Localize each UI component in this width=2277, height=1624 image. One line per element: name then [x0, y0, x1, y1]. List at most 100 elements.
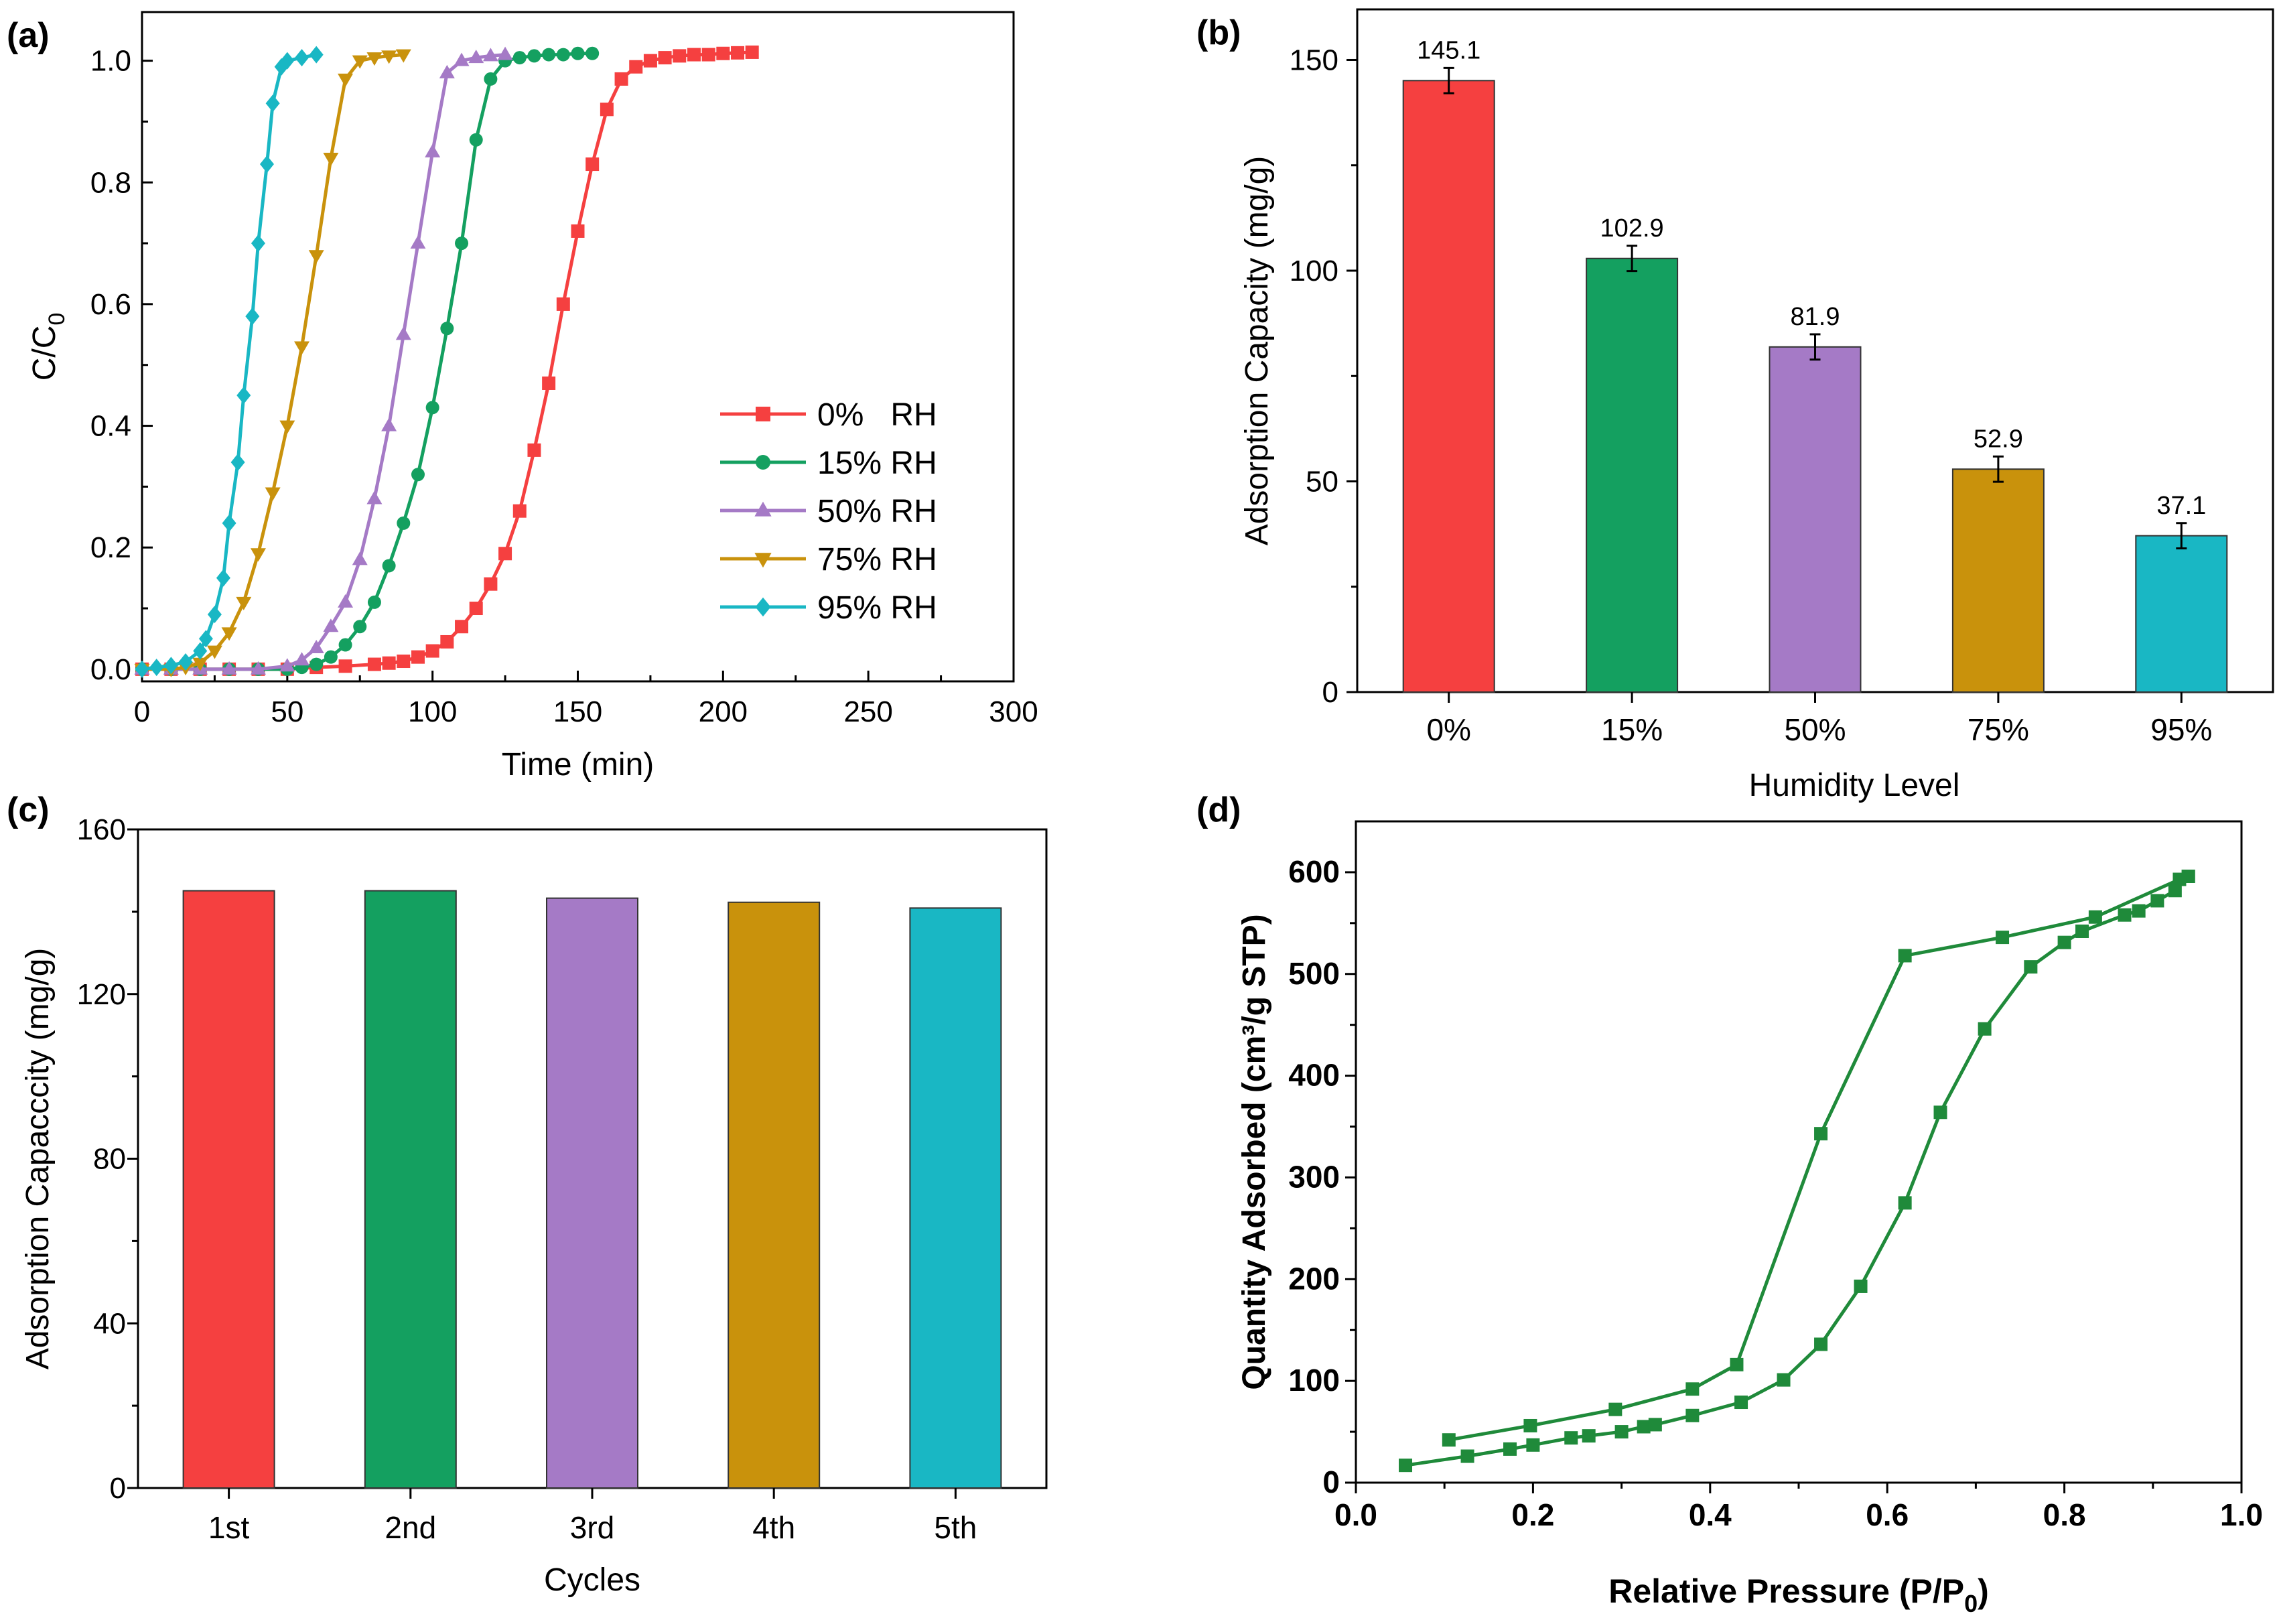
data-point [193, 642, 208, 660]
data-point [294, 341, 310, 355]
bar [1402, 80, 1495, 693]
panel-label: (a) [7, 16, 50, 55]
y-tick-label: 0.8 [90, 166, 131, 199]
data-point [440, 634, 454, 649]
y-tick-label: 0 [1322, 676, 1338, 709]
series-4 [135, 46, 324, 678]
data-point [469, 133, 483, 147]
data-label: 145.1 [1417, 36, 1480, 64]
y-tick-label: 0 [1322, 1465, 1340, 1499]
y-tick-label: 0 [110, 1472, 126, 1505]
series-0 [135, 45, 759, 676]
y-axis-label: Adsorption Capacity (mg/g) [1239, 156, 1275, 546]
data-point [542, 376, 556, 390]
y-tick-label: 200 [1288, 1261, 1340, 1296]
data-point [207, 606, 222, 624]
data-point [1996, 931, 2010, 945]
data-point [397, 655, 411, 669]
y-tick-label: 300 [1288, 1159, 1340, 1194]
data-point [259, 155, 274, 174]
series-line [142, 52, 593, 671]
data-point [571, 46, 585, 60]
y-tick-label: 600 [1288, 854, 1340, 889]
panel-b: (b) 0 50 100 150 145.1 0% 102.9 15% 81.9 50% 52.9 75… [1196, 8, 2274, 803]
legend-label: 0% RH [817, 397, 937, 433]
data-point [2088, 910, 2102, 924]
data-point [236, 387, 251, 405]
data-point [527, 443, 541, 457]
data-point [367, 595, 381, 609]
data-point [366, 490, 383, 504]
data-point [469, 602, 483, 616]
data-point [367, 657, 381, 671]
y-tick-label: 80 [93, 1143, 126, 1176]
data-point [484, 577, 498, 591]
x-axis-label-subscript: 0 [1964, 1590, 1978, 1617]
data-point [410, 235, 426, 249]
data-point [381, 50, 397, 64]
data-point [250, 548, 266, 562]
x-tick-label: 0.4 [1689, 1497, 1732, 1532]
data-point [585, 157, 600, 172]
data-point [484, 72, 498, 86]
series-line [142, 53, 404, 671]
data-point [1637, 1420, 1651, 1434]
data-point [673, 49, 687, 63]
x-axis-label: Cycles [544, 1562, 640, 1598]
x-tick-label: 300 [989, 695, 1038, 728]
data-point [309, 657, 324, 671]
data-point [395, 49, 411, 63]
data-point [149, 659, 164, 677]
series-1 [1442, 869, 2195, 1447]
bar [1586, 257, 1679, 693]
x-axis-label: Relative Pressure (P/P0) [1608, 1572, 1989, 1617]
x-tick-label: 0 [134, 695, 150, 728]
x-tick-label: 100 [408, 695, 457, 728]
data-point [2057, 935, 2071, 949]
series-0 [1399, 869, 2195, 1473]
data-point [1734, 1396, 1748, 1410]
data-point [198, 630, 213, 648]
data-point [294, 652, 310, 666]
x-tick-label: 2nd [385, 1510, 436, 1545]
data-point [687, 48, 701, 62]
data-point [2024, 960, 2038, 974]
data-point [455, 236, 469, 251]
x-tick-label: 200 [699, 695, 748, 728]
x-tick-label: 1st [208, 1510, 250, 1545]
y-tick-label: 160 [77, 813, 126, 846]
panel-c: (c) 0 40 80 120 160 1st 2nd 3rd 4th 5th Cycles Adsor… [7, 791, 1048, 1598]
data-point [192, 657, 208, 671]
legend-marker [756, 455, 770, 470]
bar [182, 890, 275, 1489]
x-tick-label: 1.0 [2220, 1497, 2263, 1532]
x-tick-label: 95% [2150, 712, 2212, 747]
data-point [1898, 949, 1912, 963]
x-tick-label: 5th [934, 1510, 977, 1545]
data-point [280, 52, 295, 70]
data-point [308, 640, 324, 654]
data-point [279, 420, 295, 434]
legend: 0% RH 15% RH 50% RH 75% RH 95% RH [720, 397, 937, 626]
data-point [454, 52, 470, 66]
data-point [381, 417, 397, 431]
data-point [527, 49, 541, 63]
data-label: 81.9 [1791, 303, 1840, 331]
legend-marker [755, 597, 771, 617]
data-point [716, 46, 730, 60]
data-point [206, 645, 222, 659]
data-point [230, 454, 245, 472]
data-point [323, 618, 339, 632]
data-point [236, 596, 252, 610]
data-point [1814, 1127, 1828, 1141]
series-line [142, 50, 752, 671]
x-tick-label: 75% [1968, 712, 2029, 747]
data-label: 102.9 [1600, 214, 1664, 243]
x-tick-label: 150 [553, 695, 602, 728]
legend-marker [754, 501, 772, 517]
data-point [216, 569, 230, 587]
data-point [265, 487, 281, 501]
y-tick-label: 100 [1290, 255, 1338, 287]
legend-label: 15% RH [817, 446, 937, 481]
